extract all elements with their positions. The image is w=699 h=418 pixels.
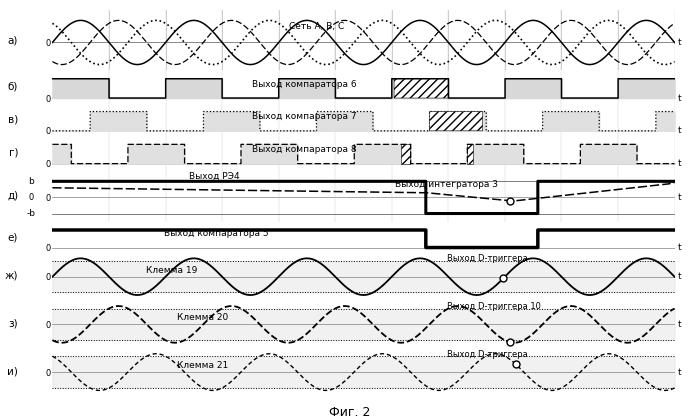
Text: Клемма 21: Клемма 21 — [177, 361, 228, 370]
Text: Выход РЭ4: Выход РЭ4 — [189, 172, 240, 181]
Text: Выход компаратора 5: Выход компаратора 5 — [164, 229, 269, 237]
Text: з): з) — [8, 319, 18, 329]
Text: t: t — [677, 272, 682, 281]
Text: и): и) — [7, 366, 18, 376]
Text: Выход D-триггерa: Выход D-триггерa — [447, 350, 528, 359]
Text: t: t — [677, 94, 682, 102]
Text: t: t — [677, 126, 682, 135]
Text: Выход D-триггера 10: Выход D-триггера 10 — [447, 302, 541, 311]
Text: Выход интегратора 3: Выход интегратора 3 — [394, 180, 498, 189]
Text: Выход D-триггера: Выход D-триггера — [447, 255, 528, 263]
Text: б): б) — [8, 82, 18, 92]
Text: Выход компаратора 7: Выход компаратора 7 — [252, 112, 356, 122]
Text: е): е) — [8, 232, 18, 242]
Text: Клемма 19: Клемма 19 — [145, 266, 197, 275]
Text: t: t — [677, 320, 682, 329]
Text: д): д) — [7, 190, 18, 200]
Text: t: t — [677, 367, 682, 377]
Text: t: t — [677, 38, 682, 47]
Text: b: b — [28, 177, 34, 186]
Text: 0: 0 — [28, 193, 34, 202]
Text: Клемма 20: Клемма 20 — [177, 314, 228, 322]
Text: t: t — [677, 193, 682, 202]
Text: Выход компаратора 8: Выход компаратора 8 — [252, 145, 356, 154]
Text: Сеть А, В, С: Сеть А, В, С — [289, 22, 344, 31]
Text: Выход компаратора 6: Выход компаратора 6 — [252, 80, 356, 89]
Text: t: t — [677, 159, 682, 168]
Text: ж): ж) — [5, 271, 18, 281]
Text: t: t — [677, 243, 682, 252]
Text: Фиг. 2: Фиг. 2 — [329, 406, 370, 418]
Text: г): г) — [8, 147, 18, 157]
Text: в): в) — [8, 114, 18, 124]
Text: а): а) — [8, 35, 18, 45]
Text: -b: -b — [26, 209, 35, 218]
